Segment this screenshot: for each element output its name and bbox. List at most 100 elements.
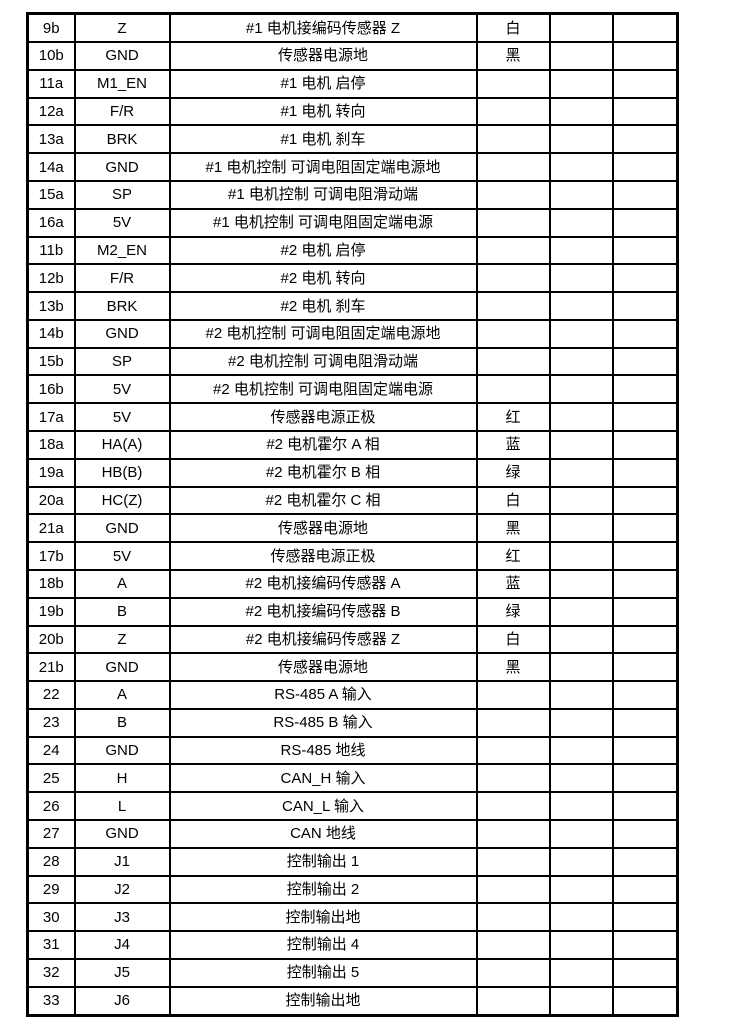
signal-cell: GND [73,41,171,71]
signal-cell: L [73,791,171,821]
pin-cell: 26 [26,791,76,821]
description-cell: #2 电机控制 可调电阻固定端电源 [168,374,478,405]
pin-cell: 17b [26,541,76,571]
empty-cell-2 [611,68,679,99]
description-cell: #2 电机 启停 [168,235,478,266]
table-row: 32 J5 控制输出 5 [26,957,679,988]
pin-cell: 29 [26,874,76,905]
table-row: 29 J2 控制输出 2 [26,874,679,905]
color-cell: 黑 [475,652,551,683]
table-row: 10b GND 传感器电源地黑 [26,41,679,71]
signal-cell: A [73,568,171,599]
table-row: 16b 5V #2 电机控制 可调电阻固定端电源 [26,374,679,405]
description-cell: #1 电机控制 可调电阻固定端电源地 [168,152,478,182]
pin-cell: 18b [26,568,76,599]
table-row: 11b M2_EN #2 电机 启停 [26,235,679,266]
description-cell: RS-485 B 输入 [168,707,478,738]
color-cell [475,291,551,321]
description-cell: 传感器电源地 [168,41,478,71]
pin-cell: 14a [26,152,76,182]
empty-cell-1 [548,235,614,266]
pin-cell: 20a [26,485,76,516]
signal-cell: J6 [73,985,171,1017]
signal-cell: GND [73,818,171,849]
signal-cell: GND [73,513,171,544]
pin-cell: 11b [26,235,76,266]
description-cell: CAN 地线 [168,818,478,849]
signal-cell: A [73,680,171,710]
pin-cell: 33 [26,985,76,1017]
signal-cell: B [73,707,171,738]
color-cell: 黑 [475,41,551,71]
empty-cell-2 [611,596,679,627]
color-cell [475,235,551,266]
empty-cell-1 [548,874,614,905]
empty-cell-2 [611,96,679,127]
empty-cell-1 [548,124,614,155]
table-row: 14a GND #1 电机控制 可调电阻固定端电源地 [26,152,679,182]
empty-cell-2 [611,568,679,599]
color-cell [475,207,551,238]
description-cell: CAN_H 输入 [168,763,478,794]
table-row: 22 A RS-485 A 输入 [26,680,679,710]
color-cell [475,874,551,905]
empty-cell-2 [611,791,679,821]
empty-cell-2 [611,763,679,794]
description-cell: 传感器电源地 [168,513,478,544]
color-cell: 白 [475,485,551,516]
pin-cell: 27 [26,818,76,849]
table-row: 20a HC(Z) #2 电机霍尔 C 相白 [26,485,679,516]
pin-cell: 16a [26,207,76,238]
pin-cell: 24 [26,735,76,766]
signal-cell: B [73,596,171,627]
pin-cell: 22 [26,680,76,710]
empty-cell-2 [611,902,679,933]
empty-cell-1 [548,485,614,516]
color-cell: 红 [475,402,551,433]
color-cell [475,180,551,210]
description-cell: #2 电机霍尔 A 相 [168,430,478,460]
color-cell: 白 [475,12,551,44]
pin-cell: 21a [26,513,76,544]
pin-cell: 16b [26,374,76,405]
empty-cell-1 [548,152,614,182]
description-cell: #1 电机控制 可调电阻滑动端 [168,180,478,210]
color-cell: 白 [475,624,551,655]
pin-cell: 15a [26,180,76,210]
color-cell [475,346,551,377]
empty-cell-1 [548,541,614,571]
description-cell: RS-485 A 输入 [168,680,478,710]
empty-cell-2 [611,707,679,738]
signal-cell: H [73,763,171,794]
signal-cell: J2 [73,874,171,905]
empty-cell-1 [548,96,614,127]
color-cell [475,152,551,182]
signal-cell: J1 [73,846,171,877]
empty-cell-1 [548,596,614,627]
empty-cell-2 [611,541,679,571]
color-cell [475,68,551,99]
description-cell: #1 电机 启停 [168,68,478,99]
empty-cell-1 [548,263,614,294]
empty-cell-1 [548,652,614,683]
table-row: 21a GND 传感器电源地黑 [26,513,679,544]
empty-cell-1 [548,374,614,405]
table-row: 18a HA(A) #2 电机霍尔 A 相蓝 [26,430,679,460]
color-cell [475,902,551,933]
empty-cell-1 [548,568,614,599]
empty-cell-2 [611,430,679,460]
empty-cell-2 [611,41,679,71]
color-cell [475,791,551,821]
empty-cell-2 [611,207,679,238]
empty-cell-1 [548,68,614,99]
signal-cell: GND [73,318,171,349]
pin-cell: 17a [26,402,76,433]
empty-cell-2 [611,513,679,544]
table-row: 15a SP #1 电机控制 可调电阻滑动端 [26,180,679,210]
empty-cell-1 [548,180,614,210]
pin-cell: 21b [26,652,76,683]
table-row: 17a 5V 传感器电源正极红 [26,402,679,433]
